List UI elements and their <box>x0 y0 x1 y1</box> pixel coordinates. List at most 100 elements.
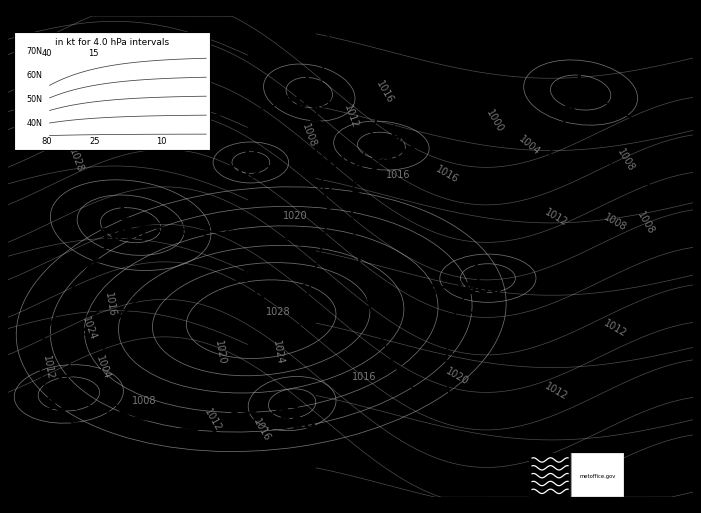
Text: 1016: 1016 <box>251 417 272 443</box>
Polygon shape <box>93 257 100 262</box>
Polygon shape <box>388 350 395 356</box>
Polygon shape <box>210 428 218 433</box>
Polygon shape <box>550 149 557 154</box>
Text: 1012: 1012 <box>341 104 360 130</box>
Text: 40N: 40N <box>26 120 42 128</box>
Text: 1020: 1020 <box>283 210 308 221</box>
Polygon shape <box>355 172 363 178</box>
Text: 1016: 1016 <box>374 80 395 106</box>
Polygon shape <box>44 331 52 338</box>
Text: 1024: 1024 <box>81 315 98 342</box>
Polygon shape <box>172 428 179 433</box>
Text: 40: 40 <box>41 49 52 57</box>
Polygon shape <box>369 303 376 309</box>
Text: L: L <box>118 206 130 224</box>
Polygon shape <box>458 303 465 309</box>
Polygon shape <box>88 435 96 440</box>
Polygon shape <box>147 289 154 294</box>
Text: L: L <box>575 73 586 91</box>
Polygon shape <box>327 40 334 46</box>
Polygon shape <box>72 422 81 428</box>
Text: L: L <box>304 73 315 91</box>
Text: 15: 15 <box>88 49 99 57</box>
Polygon shape <box>365 287 372 293</box>
Polygon shape <box>406 380 414 385</box>
Text: 1001: 1001 <box>370 145 420 163</box>
Polygon shape <box>139 415 147 420</box>
Polygon shape <box>71 286 79 291</box>
Text: 1028: 1028 <box>266 307 291 317</box>
Text: H: H <box>233 268 248 286</box>
Polygon shape <box>445 367 451 373</box>
Text: 50N: 50N <box>26 95 42 104</box>
Text: L: L <box>472 259 483 277</box>
Polygon shape <box>323 236 330 242</box>
Polygon shape <box>97 373 104 379</box>
Text: 1012: 1012 <box>41 354 55 381</box>
Text: 1020: 1020 <box>444 367 470 387</box>
Text: 1016: 1016 <box>352 372 376 382</box>
Polygon shape <box>604 157 611 162</box>
Polygon shape <box>96 360 103 366</box>
Text: H: H <box>243 143 259 161</box>
Polygon shape <box>135 420 142 425</box>
Text: 1008: 1008 <box>602 212 628 233</box>
Text: 1008: 1008 <box>132 396 156 406</box>
Polygon shape <box>81 271 89 277</box>
Polygon shape <box>620 169 628 174</box>
Polygon shape <box>373 124 381 130</box>
Polygon shape <box>58 409 66 415</box>
Polygon shape <box>547 177 553 183</box>
Polygon shape <box>153 426 161 430</box>
Polygon shape <box>448 385 454 390</box>
Text: 1008: 1008 <box>635 210 656 236</box>
Text: 80: 80 <box>41 136 52 146</box>
Polygon shape <box>449 335 455 341</box>
Text: 1028: 1028 <box>67 147 85 173</box>
Polygon shape <box>104 446 113 451</box>
Polygon shape <box>105 243 113 248</box>
Polygon shape <box>49 394 57 400</box>
Text: 25: 25 <box>90 136 100 146</box>
Text: L: L <box>334 133 346 151</box>
Polygon shape <box>639 179 646 184</box>
Polygon shape <box>197 269 205 274</box>
Bar <box>571 453 624 497</box>
Text: 1002: 1002 <box>315 154 365 172</box>
Polygon shape <box>367 140 374 146</box>
Text: 1006: 1006 <box>453 280 503 298</box>
Text: 1008: 1008 <box>301 123 318 149</box>
Text: 1012: 1012 <box>602 319 628 339</box>
Polygon shape <box>394 365 402 370</box>
Polygon shape <box>160 415 169 420</box>
Polygon shape <box>231 410 239 415</box>
Polygon shape <box>121 309 128 314</box>
Polygon shape <box>374 319 382 324</box>
Polygon shape <box>569 107 577 112</box>
Text: 1016: 1016 <box>433 164 460 185</box>
Text: metoffice.gov: metoffice.gov <box>579 475 615 480</box>
Text: 1020: 1020 <box>213 340 227 366</box>
Text: 1024: 1024 <box>271 340 285 366</box>
Text: 1012: 1012 <box>543 381 570 402</box>
Polygon shape <box>320 171 327 177</box>
Polygon shape <box>207 412 217 418</box>
Text: 1030: 1030 <box>216 289 266 307</box>
Text: L: L <box>56 374 68 392</box>
Text: L: L <box>390 124 401 142</box>
Text: 1016: 1016 <box>103 292 117 318</box>
Polygon shape <box>109 321 116 326</box>
Text: 1004: 1004 <box>95 354 112 381</box>
Polygon shape <box>554 135 562 141</box>
Text: 1004: 1004 <box>517 134 542 157</box>
Polygon shape <box>121 455 129 460</box>
Polygon shape <box>380 334 388 340</box>
Polygon shape <box>163 280 170 285</box>
Polygon shape <box>447 351 453 357</box>
Polygon shape <box>353 221 360 227</box>
Polygon shape <box>547 163 554 169</box>
Polygon shape <box>132 298 139 303</box>
Polygon shape <box>98 347 104 352</box>
Text: 998: 998 <box>43 396 81 413</box>
Polygon shape <box>52 317 60 322</box>
